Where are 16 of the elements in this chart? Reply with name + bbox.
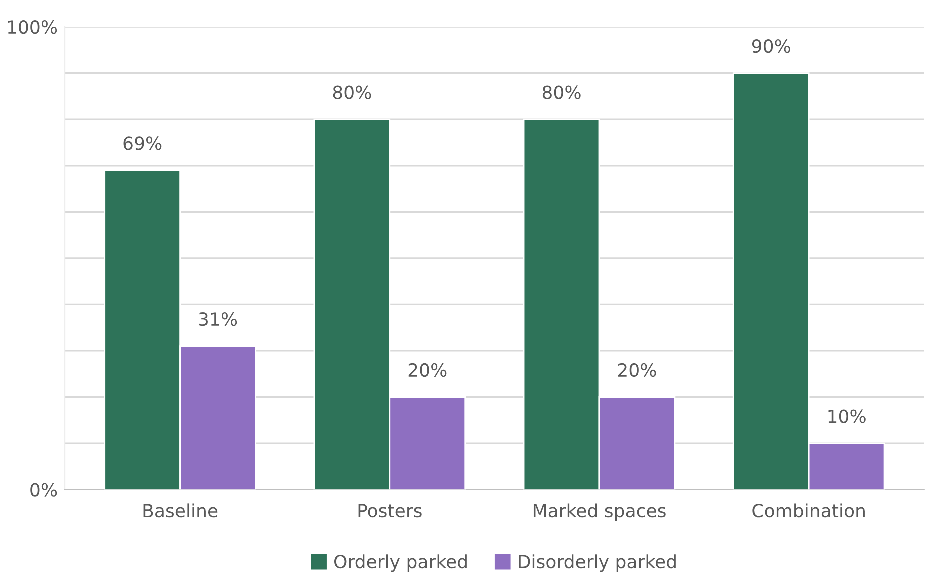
x-tick-label: Posters xyxy=(358,504,422,518)
data-label: 31% xyxy=(199,312,238,326)
data-label: 80% xyxy=(542,86,581,100)
data-label: 80% xyxy=(333,86,372,100)
data-label: 90% xyxy=(752,40,790,54)
data-label: 10% xyxy=(828,410,866,424)
y-tick-label: 100% xyxy=(8,20,58,34)
x-tick-label: Marked spaces xyxy=(534,504,666,522)
data-label: 20% xyxy=(618,363,656,378)
data-label: 20% xyxy=(408,363,447,378)
x-tick-label: Combination xyxy=(752,504,865,518)
y-tick-label: 0% xyxy=(30,483,58,497)
data-label: 69% xyxy=(124,136,162,150)
x-tick-label: Baseline xyxy=(144,504,218,518)
legend-label: Disorderly parked xyxy=(519,554,676,572)
legend-label: Orderly parked xyxy=(334,554,467,572)
